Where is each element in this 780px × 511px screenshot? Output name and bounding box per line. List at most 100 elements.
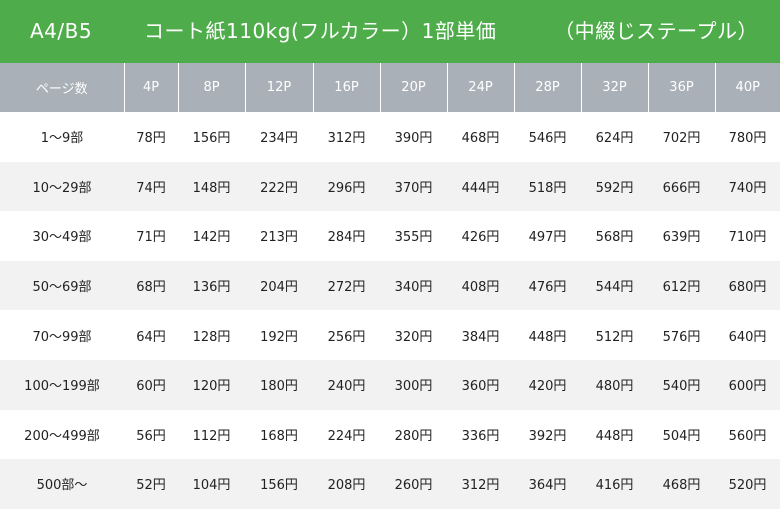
- price-cell: 544円: [581, 260, 648, 311]
- price-cell: 136円: [178, 260, 245, 311]
- price-cell: 392円: [514, 409, 581, 460]
- binding-type-label: （中綴じステープル）: [554, 19, 758, 43]
- price-cell: 568円: [581, 211, 648, 261]
- quantity-range-cell: 10〜29部: [0, 161, 124, 212]
- paper-size-label: A4/B5: [30, 19, 93, 43]
- price-cell: 68円: [124, 260, 178, 311]
- price-cell: 312円: [313, 112, 380, 162]
- table-row: 70〜99部 64円 128円 192円 256円 320円 384円 448円 512円 576…: [0, 310, 780, 360]
- price-cell: 420円: [514, 359, 581, 410]
- price-cell: 780円: [715, 112, 780, 162]
- price-cell: 78円: [124, 112, 178, 162]
- price-cell: 468円: [447, 112, 514, 162]
- price-cell: 480円: [581, 359, 648, 410]
- price-cell: 612円: [648, 260, 715, 311]
- quantity-range-cell: 1〜9部: [0, 112, 124, 162]
- quantity-range-cell: 200〜499部: [0, 409, 124, 460]
- price-cell: 340円: [380, 260, 447, 311]
- quantity-range-cell: 100〜199部: [0, 359, 124, 410]
- price-cell: 518円: [514, 161, 581, 212]
- price-cell: 104円: [178, 459, 245, 509]
- price-cell: 148円: [178, 161, 245, 212]
- product-description: コート紙110kg(フルカラー）1部単価: [144, 19, 497, 43]
- table-row: 10〜29部 74円 148円 222円 296円 370円 444円 518円 592円 666…: [0, 161, 780, 212]
- price-cell: 476円: [514, 260, 581, 311]
- price-cell: 300円: [380, 359, 447, 410]
- price-cell: 390円: [380, 112, 447, 162]
- price-cell: 336円: [447, 409, 514, 460]
- price-cell: 222円: [245, 161, 313, 212]
- price-cell: 504円: [648, 409, 715, 460]
- price-cell: 168円: [245, 409, 313, 460]
- price-cell: 416円: [581, 459, 648, 509]
- column-header: 28P: [514, 63, 582, 112]
- page-count-header: ページ数: [0, 63, 125, 112]
- price-cell: 540円: [648, 359, 715, 410]
- price-cell: 546円: [514, 112, 581, 162]
- price-cell: 512円: [581, 310, 648, 360]
- price-cell: 272円: [313, 260, 380, 311]
- quantity-range-cell: 30〜49部: [0, 211, 124, 261]
- price-cell: 142円: [178, 211, 245, 261]
- table-row: 200〜499部 56円 112円 168円 224円 280円 336円 392円 448円 5…: [0, 409, 780, 460]
- price-cell: 448円: [514, 310, 581, 360]
- price-cell: 208円: [313, 459, 380, 509]
- column-header: 20P: [380, 63, 448, 112]
- quantity-range-cell: 500部〜: [0, 459, 124, 509]
- price-cell: 576円: [648, 310, 715, 360]
- column-header: 40P: [715, 63, 780, 112]
- price-cell: 156円: [245, 459, 313, 509]
- price-cell: 426円: [447, 211, 514, 261]
- price-table: ページ数 4P 8P 12P 16P 20P 24P 28P 32P 36P 4…: [0, 63, 780, 509]
- price-cell: 355円: [380, 211, 447, 261]
- price-cell: 112円: [178, 409, 245, 460]
- price-cell: 640円: [715, 310, 780, 360]
- price-cell: 702円: [648, 112, 715, 162]
- quantity-range-cell: 50〜69部: [0, 260, 124, 311]
- price-cell: 360円: [447, 359, 514, 410]
- price-cell: 710円: [715, 211, 780, 261]
- price-cell: 312円: [447, 459, 514, 509]
- price-cell: 384円: [447, 310, 514, 360]
- table-row: 500部〜 52円 104円 156円 208円 260円 312円 364円 416円 468円…: [0, 459, 780, 509]
- column-header: 16P: [313, 63, 381, 112]
- price-cell: 740円: [715, 161, 780, 212]
- price-cell: 240円: [313, 359, 380, 410]
- title-banner: A4/B5 コート紙110kg(フルカラー）1部単価 （中綴じステープル）: [0, 0, 780, 63]
- price-cell: 204円: [245, 260, 313, 311]
- price-cell: 520円: [715, 459, 780, 509]
- column-header: 12P: [245, 63, 314, 112]
- column-header: 8P: [178, 63, 246, 112]
- price-cell: 284円: [313, 211, 380, 261]
- price-cell: 444円: [447, 161, 514, 212]
- column-header: 32P: [581, 63, 649, 112]
- price-cell: 71円: [124, 211, 178, 261]
- price-cell: 64円: [124, 310, 178, 360]
- price-cell: 639円: [648, 211, 715, 261]
- price-cell: 408円: [447, 260, 514, 311]
- price-cell: 364円: [514, 459, 581, 509]
- table-row: 50〜69部 68円 136円 204円 272円 340円 408円 476円 544円 612…: [0, 260, 780, 311]
- quantity-range-cell: 70〜99部: [0, 310, 124, 360]
- price-table-body: 1〜9部 78円 156円 234円 312円 390円 468円 546円 624円 702円 7…: [0, 112, 780, 509]
- price-cell: 680円: [715, 260, 780, 311]
- price-cell: 448円: [581, 409, 648, 460]
- table-row: 1〜9部 78円 156円 234円 312円 390円 468円 546円 624円 702円 7…: [0, 112, 780, 162]
- price-cell: 234円: [245, 112, 313, 162]
- price-cell: 560円: [715, 409, 780, 460]
- price-cell: 213円: [245, 211, 313, 261]
- price-cell: 156円: [178, 112, 245, 162]
- price-cell: 128円: [178, 310, 245, 360]
- column-header: 24P: [447, 63, 515, 112]
- price-cell: 666円: [648, 161, 715, 212]
- column-header: 4P: [124, 63, 179, 112]
- header-row: ページ数 4P 8P 12P 16P 20P 24P 28P 32P 36P 4…: [0, 63, 780, 112]
- price-cell: 370円: [380, 161, 447, 212]
- price-cell: 624円: [581, 112, 648, 162]
- price-cell: 280円: [380, 409, 447, 460]
- price-cell: 180円: [245, 359, 313, 410]
- price-cell: 120円: [178, 359, 245, 410]
- price-cell: 224円: [313, 409, 380, 460]
- table-row: 30〜49部 71円 142円 213円 284円 355円 426円 497円 568円 639…: [0, 211, 780, 261]
- price-cell: 600円: [715, 359, 780, 410]
